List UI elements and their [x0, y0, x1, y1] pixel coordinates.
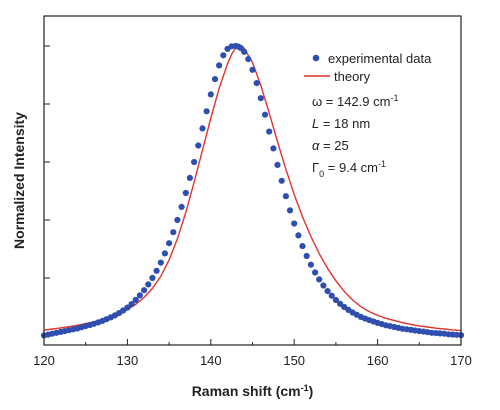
- x-tick-label: 120: [33, 353, 55, 368]
- experimental-point: [286, 207, 294, 214]
- param-omega: ω = 142.9 cm-1: [312, 93, 398, 109]
- param-gamma-sub: 0: [319, 169, 324, 179]
- param-gamma-value: = 9.4 cm: [324, 160, 378, 175]
- experimental-point: [132, 296, 139, 304]
- param-alpha-value: = 25: [319, 138, 348, 153]
- experimental-point: [249, 66, 256, 73]
- experimental-point: [153, 267, 160, 274]
- experimental-point: [307, 261, 314, 268]
- param-gamma: Γ0 = 9.4 cm-1: [312, 159, 386, 179]
- param-length: L = 18 nm: [312, 116, 370, 131]
- param-length-value: = 18 nm: [319, 116, 370, 131]
- experimental-point: [257, 95, 264, 102]
- series-layer: [40, 42, 465, 339]
- experimental-point: [220, 52, 227, 59]
- x-tick-label: 140: [200, 353, 222, 368]
- experimental-point: [253, 80, 260, 87]
- experimental-point: [136, 292, 143, 299]
- experimental-point: [145, 281, 152, 288]
- experimental-point: [274, 161, 281, 168]
- experimental-point: [291, 220, 298, 227]
- experimental-point: [166, 240, 173, 247]
- fit-parameters: ω = 142.9 cm-1 L = 18 nm α = 25 Γ0 = 9.4…: [312, 93, 398, 179]
- experimental-point: [266, 128, 273, 135]
- x-tick-label: 160: [367, 353, 389, 368]
- experimental-point: [299, 243, 306, 250]
- experimental-point: [186, 174, 193, 181]
- param-gamma-unit-sup: -1: [378, 159, 386, 169]
- param-length-symbol: L: [312, 116, 319, 131]
- experimental-point: [282, 193, 289, 200]
- param-gamma-symbol: Γ: [312, 160, 319, 175]
- experimental-point: [182, 189, 189, 197]
- x-axis-title-end: ): [309, 383, 314, 399]
- experimental-point: [128, 301, 135, 308]
- x-tick-label: 130: [117, 353, 139, 368]
- experimental-point: [170, 229, 177, 236]
- legend-label-experimental: experimental data: [328, 51, 432, 66]
- experimental-point: [157, 259, 164, 266]
- experimental-point: [324, 288, 331, 295]
- x-axis-title: Raman shift (cm-1): [192, 383, 314, 399]
- legend-marker-experimental: [312, 54, 320, 62]
- experimental-point: [178, 203, 185, 210]
- experimental-point: [241, 48, 248, 55]
- experimental-point: [320, 282, 327, 289]
- experimental-point: [191, 158, 198, 166]
- experimental-point: [161, 250, 168, 257]
- experimental-point: [295, 232, 302, 239]
- param-omega-value: = 142.9 cm: [322, 94, 390, 109]
- x-axis-title-main: Raman shift (cm: [192, 383, 301, 399]
- legend-label-theory: theory: [334, 69, 371, 84]
- experimental-point: [141, 287, 148, 294]
- x-axis-title-sup: -1: [301, 383, 309, 393]
- x-tick-label: 170: [450, 353, 472, 368]
- experimental-point: [174, 216, 181, 224]
- param-alpha: α = 25: [312, 138, 349, 153]
- param-omega-symbol: ω: [312, 94, 322, 109]
- experimental-point: [124, 304, 131, 311]
- experimental-point: [328, 292, 335, 299]
- experimental-point: [332, 296, 339, 304]
- experimental-point: [303, 252, 310, 260]
- experimental-point: [203, 108, 210, 115]
- experimental-point: [149, 274, 156, 282]
- experimental-point: [316, 276, 323, 283]
- experimental-point: [261, 111, 269, 118]
- experimental-point: [211, 76, 219, 83]
- experimental-point: [278, 177, 285, 184]
- experimental-point: [207, 91, 214, 98]
- experimental-point: [195, 142, 202, 149]
- experimental-point: [312, 269, 319, 276]
- experimental-point: [270, 145, 277, 152]
- param-omega-unit-sup: -1: [390, 93, 398, 103]
- x-tick-label: 150: [283, 353, 305, 368]
- y-axis-title: Normalized Intensity: [11, 112, 27, 249]
- param-alpha-symbol: α: [312, 138, 320, 153]
- experimental-point: [216, 62, 223, 69]
- experimental-point: [199, 125, 206, 132]
- tick-layer: 120 130 140 150 160 170: [33, 45, 472, 368]
- experimental-point: [245, 56, 252, 63]
- legend: experimental data theory: [304, 51, 432, 84]
